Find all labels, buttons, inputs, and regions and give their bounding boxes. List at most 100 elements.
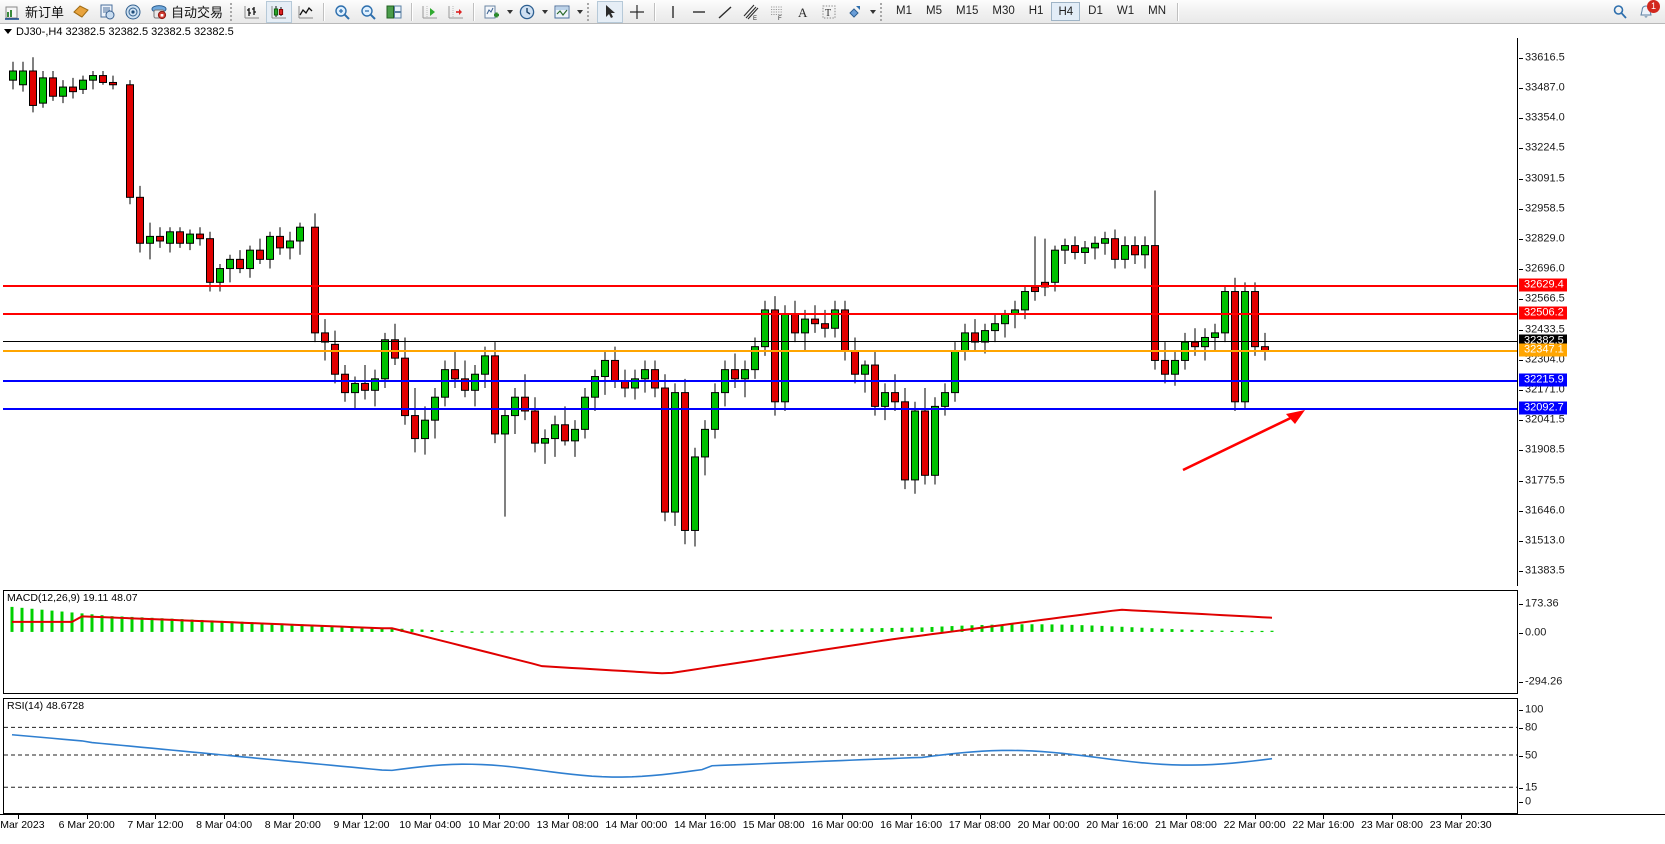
toolbar-separator-5 — [1177, 2, 1179, 21]
add-indicator-button[interactable] — [480, 1, 504, 23]
price-axis-tick — [1519, 269, 1523, 271]
price-axis-tick — [1519, 209, 1523, 211]
toolbar-grip-1[interactable] — [230, 2, 236, 21]
signals-button[interactable] — [121, 1, 145, 23]
time-axis-tick — [842, 815, 844, 819]
templates-dropdown-caret[interactable] — [577, 9, 584, 14]
periodicity-button[interactable] — [515, 1, 539, 23]
timeframe-m5[interactable]: M5 — [926, 5, 942, 17]
chart-menu-triangle-icon[interactable] — [4, 29, 12, 34]
templates-button[interactable] — [550, 1, 574, 23]
search-button[interactable] — [1608, 1, 1632, 23]
current-price-line[interactable] — [3, 341, 1517, 343]
bar-chart-button[interactable] — [240, 1, 264, 23]
toolbar-grip-2[interactable] — [587, 2, 593, 21]
svg-text:E: E — [753, 16, 757, 21]
auto-trading-button[interactable]: 自动交易 — [147, 1, 226, 23]
macd-axis-tick — [1519, 632, 1523, 634]
resistance-line-2[interactable] — [3, 313, 1517, 316]
support-line-2-tag[interactable]: 32092.7 — [1519, 401, 1567, 415]
price-axis-tick — [1519, 359, 1523, 361]
expert-advisors-button[interactable] — [69, 1, 93, 23]
chart-shift-button[interactable] — [418, 1, 442, 23]
time-axis-tick — [430, 815, 432, 819]
macd-axis-tick — [1519, 682, 1523, 683]
chart-shift-icon — [421, 3, 439, 21]
shapes-button[interactable] — [843, 1, 867, 23]
add-indicator-dropdown-caret[interactable] — [507, 9, 514, 14]
price-axis-tick — [1519, 450, 1523, 452]
resistance-line-1-tag[interactable]: 32629.4 — [1519, 278, 1567, 292]
line-chart-button[interactable] — [294, 1, 318, 23]
timeframe-m30[interactable]: M30 — [992, 5, 1015, 17]
time-axis-tick — [1048, 815, 1050, 819]
auto-scroll-button[interactable] — [444, 1, 468, 23]
horizontal-line-button[interactable] — [687, 1, 711, 23]
price-axis-label: 32696.0 — [1525, 262, 1565, 275]
orange-level-line-tag[interactable]: 32347.1 — [1519, 343, 1567, 357]
support-line-1-tag[interactable]: 32215.9 — [1519, 373, 1567, 387]
rsi-pane[interactable]: RSI(14) 48.6728 — [3, 698, 1518, 814]
cursor-button[interactable] — [597, 0, 624, 23]
auto-trading-label: 自动交易 — [171, 5, 224, 20]
text-label-button[interactable]: T — [817, 1, 841, 23]
equidistant-channel-button[interactable]: E — [739, 1, 763, 23]
support-line-2[interactable] — [3, 408, 1517, 411]
crosshair-button[interactable] — [625, 1, 649, 23]
zoom-in-button[interactable] — [330, 1, 354, 23]
price-axis-label: 32041.5 — [1525, 413, 1565, 426]
price-axis-tick — [1519, 419, 1523, 421]
cursor-icon — [601, 3, 619, 21]
vertical-line-button[interactable] — [661, 1, 685, 23]
timeframe-m15[interactable]: M15 — [956, 5, 979, 17]
timeframe-h1[interactable]: H1 — [1028, 5, 1044, 17]
time-axis-label: 23 Mar 08:00 — [1361, 819, 1423, 831]
price-axis[interactable]: 33616.5 33487.0 33354.0 33224.5 33091.5 32958… — [1519, 38, 1665, 586]
price-axis-label: 31646.0 — [1525, 504, 1565, 517]
orange-level-line[interactable] — [3, 349, 1517, 352]
candlestick-chart-button[interactable] — [266, 0, 293, 23]
rsi-axis-tick — [1519, 756, 1523, 757]
toolbar-separator-4 — [654, 2, 657, 21]
toolbar-separator-1 — [323, 2, 326, 21]
time-axis-label: 21 Mar 08:00 — [1154, 819, 1217, 831]
text-button[interactable]: A — [791, 1, 815, 23]
resistance-line-2-tag[interactable]: 32506.2 — [1519, 306, 1567, 320]
zoom-out-button[interactable] — [356, 1, 380, 23]
shapes-dropdown-caret[interactable] — [870, 9, 877, 14]
time-axis-label: 23 Mar 20:30 — [1429, 819, 1492, 831]
timeframe-mn[interactable]: MN — [1148, 5, 1166, 17]
symbol-ohlc-text: DJ30-,H4 32382.5 32382.5 32382.5 32382.5 — [16, 25, 234, 38]
signals-icon — [124, 3, 142, 21]
macd-axis-label: -294.26 — [1525, 675, 1563, 688]
timeframe-m1[interactable]: M1 — [896, 5, 913, 17]
trendline-button[interactable] — [713, 1, 737, 23]
main-toolbar: 新订单 — [0, 0, 1665, 24]
fibonacci-button[interactable]: F — [765, 1, 789, 23]
support-line-1[interactable] — [3, 379, 1517, 382]
timeframe-w1[interactable]: W1 — [1116, 5, 1135, 17]
notifications-button[interactable]: 1 — [1634, 0, 1660, 23]
price-axis-tick — [1519, 390, 1523, 392]
data-window-button[interactable] — [95, 1, 119, 23]
macd-pane[interactable]: MACD(12,26,9) 19.11 48.07 — [3, 590, 1518, 694]
timeframe-h4[interactable]: H4 — [1051, 2, 1081, 21]
time-axis-tick — [1460, 815, 1462, 819]
text-label-icon: T — [820, 3, 838, 21]
svg-text:A: A — [798, 5, 808, 20]
new-order-label: 新订单 — [25, 5, 65, 20]
time-axis[interactable]: 6 Mar 2023 6 Mar 20:00 7 Mar 12:00 8 Mar 04… — [0, 814, 1665, 844]
price-pane[interactable] — [3, 38, 1518, 586]
auto-trading-icon — [150, 3, 168, 21]
timeframe-d1[interactable]: D1 — [1088, 5, 1103, 17]
tile-windows-button[interactable] — [382, 1, 406, 23]
trendline-icon — [716, 3, 734, 21]
new-order-icon — [4, 3, 22, 21]
toolbar-grip-3[interactable] — [880, 2, 886, 21]
new-order-button[interactable]: 新订单 — [1, 1, 67, 23]
time-axis-label: 9 Mar 12:00 — [333, 819, 390, 831]
periodicity-dropdown-caret[interactable] — [542, 9, 549, 14]
price-axis-tick — [1519, 238, 1523, 240]
resistance-line-1[interactable] — [3, 284, 1517, 287]
horizontal-line-icon — [690, 3, 708, 21]
